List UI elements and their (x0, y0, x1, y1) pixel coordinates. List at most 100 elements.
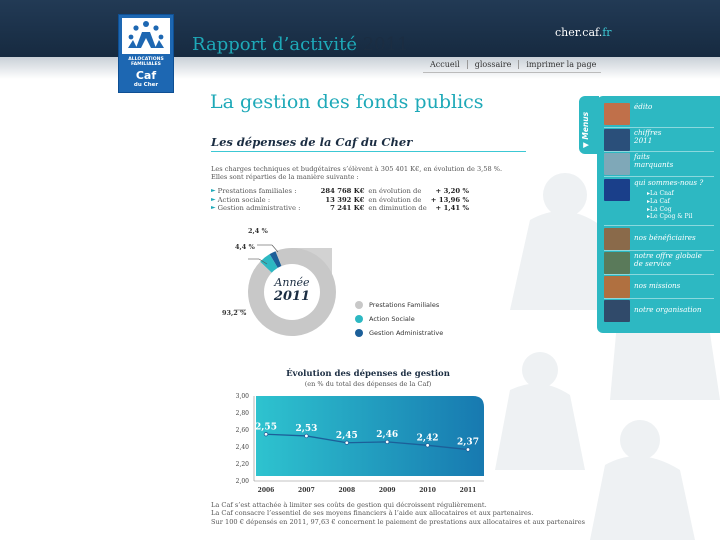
legend-item: Gestion Administrative (355, 326, 443, 340)
y-tick-label: 2,40 (236, 444, 250, 451)
nav-divider (423, 72, 601, 73)
expense-label: Prestations familiales : (217, 187, 297, 195)
donut-center-label: Année (273, 276, 310, 289)
menu-item-faits[interactable]: faits marquants (604, 153, 714, 175)
expense-trend: en évolution de (368, 195, 422, 204)
line-chart: 2,00 2,20 2,40 2,60 2,80 3,00 2006 2007 2008 200… (236, 393, 484, 494)
expense-label: Gestion administrative : (217, 204, 301, 212)
data-label: 2,42 (417, 433, 439, 443)
menu-item-offre[interactable]: notre offre globale de service (604, 252, 714, 274)
leader-line (258, 258, 268, 265)
menu-item-missions[interactable]: nos missions (604, 276, 714, 298)
x-tick-label: 2011 (460, 487, 477, 494)
data-point (304, 433, 309, 439)
submenu-cnaf[interactable]: La Cnaf (647, 190, 692, 198)
x-tick-label: 2006 (258, 487, 275, 494)
faits-thumbnail-icon (604, 153, 630, 175)
legend-item: Prestations Familiales (355, 298, 443, 312)
line-chart-subtitle: (en % du total des dépenses de la Caf) (304, 380, 432, 388)
menu-sublist: La Cnaf La Caf La Cog Le Cpog & Pil (647, 190, 692, 221)
menu-item-organisation[interactable]: notre organisation (604, 300, 714, 322)
donut-chart: Année 2011 2,4 % 4,4 % 93,2 % (222, 227, 336, 336)
menu-divider (604, 151, 714, 152)
data-label: 2,53 (295, 424, 317, 434)
section-divider (211, 151, 526, 152)
expense-amount: 284 768 K€ (320, 187, 365, 195)
top-nav: Accueil glossaire imprimer la page (423, 60, 603, 69)
menu-divider (604, 127, 714, 128)
page-title: La gestion des fonds publics (210, 91, 484, 113)
nav-print-link[interactable]: imprimer la page (518, 60, 603, 69)
table-row: ► Action sociale : 13 392 K€ en évolutio… (211, 196, 473, 205)
data-label-gestion: 2,4 % (248, 227, 269, 235)
y-tick-label: 2,00 (236, 478, 250, 485)
site-title: Rapport d’activité 2011 (192, 34, 409, 55)
donut-hole (264, 264, 320, 320)
menu-item-edito[interactable]: édito (604, 103, 714, 125)
expense-pct: + 3,20 % (435, 187, 469, 195)
nav-glossaire-link[interactable]: glossaire (466, 60, 519, 69)
data-point (425, 443, 430, 448)
series-line (265, 433, 469, 451)
menu-item-chiffres[interactable]: chiffres 2011 (604, 129, 714, 151)
section-title: Les dépenses de la Caf du Cher (211, 135, 413, 149)
footnote-text: La Caf s’est attachée à limiter ses coût… (211, 501, 586, 526)
expense-amount: 13 392 K€ (325, 195, 365, 204)
menu-divider (604, 250, 714, 251)
submenu-caf[interactable]: La Caf (647, 198, 692, 206)
menu-toggle-tab[interactable]: ▼ Menus (579, 96, 599, 154)
y-tick-label: 2,60 (236, 427, 250, 434)
logo-brand: Caf (135, 69, 157, 82)
x-tick-label: 2010 (419, 487, 436, 494)
table-row: ► Prestations familiales : 284 768 K€ en… (211, 187, 473, 196)
data-point (465, 447, 471, 452)
menu-divider (604, 298, 714, 299)
qui-thumbnail-icon (604, 179, 630, 201)
x-tick-label: 2008 (338, 487, 355, 494)
legend-swatch (355, 329, 363, 337)
data-point (263, 432, 269, 437)
y-tick-label: 2,80 (236, 410, 250, 417)
submenu-cpog[interactable]: Le Cpog & Pil (647, 213, 692, 221)
donut-center-year: 2011 (273, 289, 310, 304)
expense-pct: + 1,41 % (435, 204, 469, 212)
expenses-table: ► Prestations familiales : 284 768 K€ en… (211, 187, 473, 213)
site-url-link[interactable]: cher.caf.fr (555, 26, 612, 39)
bullet-icon: ► (211, 204, 216, 211)
x-tick-label: 2007 (298, 487, 315, 494)
expense-trend: en évolution de (368, 187, 422, 195)
expense-amount: 7 241 K€ (330, 204, 365, 212)
bullet-icon: ► (211, 195, 216, 203)
x-tick-label: 2009 (379, 487, 396, 494)
expense-trend: en diminution de (368, 204, 427, 212)
expense-pct: + 13,96 % (430, 195, 469, 204)
expense-label: Action sociale : (217, 195, 271, 204)
menu-divider (604, 225, 714, 226)
caf-logo[interactable]: ALLOCATIONS FAMILIALES Caf du Cher (118, 14, 174, 93)
legend-swatch (355, 301, 363, 309)
y-tick-label: 3,00 (236, 393, 250, 400)
data-label: 2,37 (457, 438, 479, 448)
logo-text: ALLOCATIONS FAMILIALES (128, 57, 164, 67)
caf-emblem-icon (122, 18, 170, 54)
leader-line (271, 244, 279, 253)
header-fade (0, 57, 720, 79)
menu-item-beneficiaires[interactable]: nos bénéficiaires (604, 228, 714, 250)
submenu-cog[interactable]: La Cog (647, 206, 692, 214)
data-point (384, 439, 390, 445)
chiffres-thumbnail-icon (604, 129, 630, 151)
missions-thumbnail-icon (604, 276, 630, 298)
line-chart-title: Évolution des dépenses de gestion (286, 369, 450, 379)
nav-accueil-link[interactable]: Accueil (430, 60, 460, 69)
organisation-thumbnail-icon (604, 300, 630, 322)
intro-text: Les charges techniques et budgétaires s’… (211, 165, 503, 181)
data-label-prestations: 93,2 % (222, 309, 247, 317)
donut-legend: Prestations Familiales Action Sociale Ge… (355, 298, 443, 340)
data-label: 2,55 (255, 422, 277, 432)
chart-plot-background (256, 396, 484, 476)
y-tick-label: 2,20 (236, 461, 250, 468)
menu-item-qui[interactable]: qui sommes-nous ? (604, 179, 714, 201)
data-label: 2,46 (376, 430, 398, 440)
data-label-action: 4,4 % (235, 243, 256, 251)
edito-thumbnail-icon (604, 103, 630, 125)
